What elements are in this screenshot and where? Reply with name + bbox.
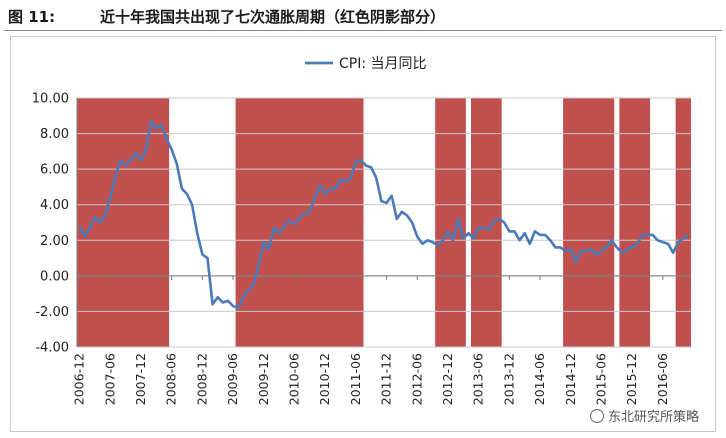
watermark: 东北研究所策略 (587, 406, 701, 425)
x-tick-label: 2015-06 (593, 353, 608, 405)
legend-label: CPI: 当月同比 (339, 56, 427, 72)
x-tick-label: 2008-12 (194, 353, 209, 405)
cpi-chart: 10.00 8.00 6.00 4.00 2.00 0.00 -2.00 -4.002006-… (32, 56, 691, 405)
cpi-series-line (78, 119, 690, 310)
x-tick-label: 2009-06 (225, 353, 240, 405)
x-tick-label: 2012-06 (409, 353, 424, 405)
x-tick-label: 2011-12 (379, 353, 394, 405)
inflation-period-shade (563, 98, 615, 347)
y-tick-label: 10.00 (32, 92, 69, 107)
y-tick-label: 4.00 (40, 198, 69, 213)
inflation-period-shade (77, 98, 170, 347)
y-tick-label: -2.00 (35, 305, 69, 320)
x-tick-label: 2014-12 (563, 353, 578, 405)
x-tick-label: 2011-06 (348, 353, 363, 405)
x-tick-label: 2013-12 (501, 353, 516, 405)
x-tick-label: 2009-12 (256, 353, 271, 405)
x-tick-label: 2014-06 (532, 353, 547, 405)
y-tick-label: 6.00 (40, 163, 69, 178)
inflation-period-shade (235, 98, 364, 347)
watermark-text: 东北研究所策略 (607, 410, 699, 425)
inflation-period-shade (675, 98, 691, 347)
y-tick-label: 0.00 (40, 269, 69, 284)
x-tick-label: 2010-12 (317, 353, 332, 405)
y-tick-label: 2.00 (40, 234, 69, 249)
inflation-period-shade (470, 98, 502, 347)
x-tick-label: 2012-12 (440, 353, 455, 405)
x-tick-label: 2008-06 (164, 353, 179, 405)
inflation-period-shade (619, 98, 651, 347)
figure-title: 近十年我国共出现了七次通胀周期（红色阴影部分） (100, 8, 446, 26)
y-tick-label: 8.00 (40, 127, 69, 142)
wechat-icon (589, 409, 604, 423)
chart-frame: 10.00 8.00 6.00 4.00 2.00 0.00 -2.00 -4.00 2006-… (10, 36, 716, 432)
x-tick-label: 2013-06 (471, 353, 486, 405)
figure-label: 图 11: (8, 8, 56, 26)
x-tick-label: 2016-06 (655, 353, 670, 405)
x-tick-label: 2007-12 (133, 353, 148, 405)
x-tick-label: 2007-06 (102, 353, 117, 405)
x-tick-label: 2015-12 (624, 353, 639, 405)
figure-title-bar: 图 11: 近十年我国共出现了七次通胀周期（红色阴影部分） (0, 0, 726, 30)
inflation-period-shade (435, 98, 466, 347)
y-tick-label: -4.00 (35, 341, 69, 356)
x-tick-label: 2010-06 (286, 353, 301, 405)
title-divider (4, 30, 722, 31)
x-tick-label: 2006-12 (72, 353, 87, 405)
